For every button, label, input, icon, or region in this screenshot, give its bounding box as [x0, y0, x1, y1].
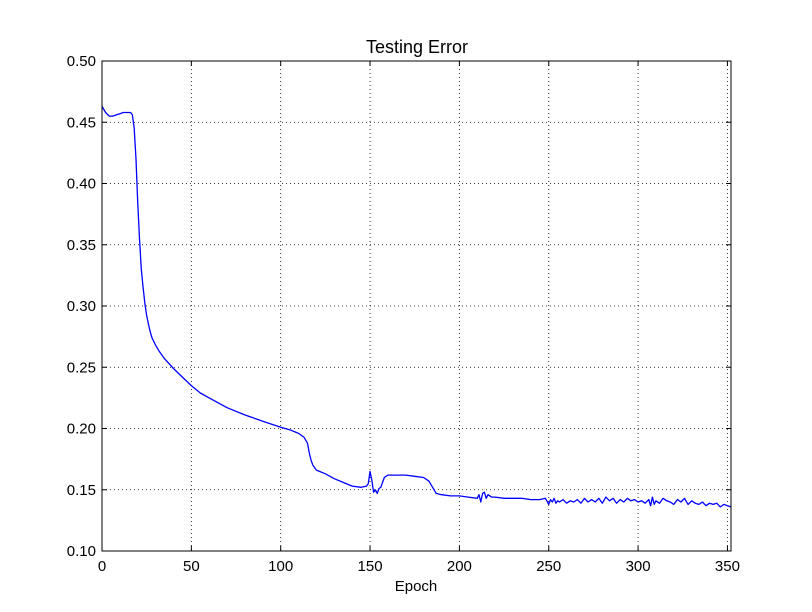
y-tick-label: 0.20 [67, 421, 96, 438]
x-tick-label: 50 [183, 558, 200, 575]
x-tick-label: 100 [268, 558, 293, 575]
y-tick-label: 0.50 [67, 53, 96, 70]
y-tick-label: 0.45 [67, 114, 96, 131]
series-line [101, 105, 732, 508]
y-tick-label: 0.25 [67, 359, 96, 376]
x-tick-label: 250 [536, 558, 561, 575]
x-axis-label: Epoch [395, 578, 438, 595]
x-tick-label: 350 [715, 558, 740, 575]
x-tick-label: 150 [358, 558, 383, 575]
y-tick-label: 0.30 [67, 298, 96, 315]
chart-title: Testing Error [366, 37, 468, 57]
series-layer [101, 105, 732, 508]
y-tick-label: 0.35 [67, 237, 96, 254]
y-tick-label: 0.10 [67, 543, 96, 560]
grid-layer [102, 61, 731, 551]
ticks-layer: 0 50 100 150 200 250 300 350 0.10 0.15 0.20 0.25 0.3… [67, 53, 740, 575]
x-tick-label: 0 [98, 558, 106, 575]
y-tick-label: 0.40 [67, 176, 96, 193]
x-tick-label: 200 [447, 558, 472, 575]
x-tick-label: 300 [626, 558, 651, 575]
y-tick-label: 0.15 [67, 482, 96, 499]
plot-frame [101, 60, 732, 552]
